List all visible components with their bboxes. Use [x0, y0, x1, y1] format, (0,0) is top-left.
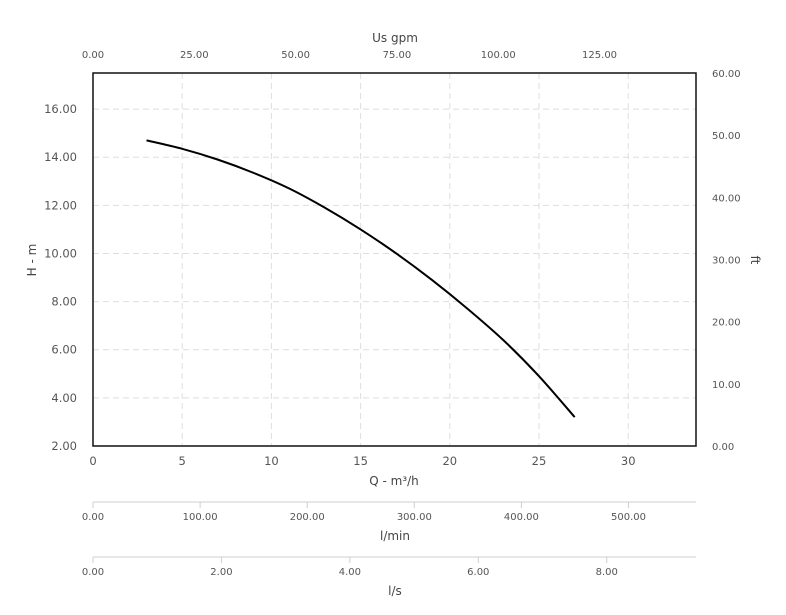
x-axis-title: Q - m³/h	[369, 474, 419, 488]
y-tick-label: 14.00	[44, 150, 77, 164]
right-axis-title: ft	[748, 256, 762, 265]
y-tick-label: 4.00	[51, 391, 77, 405]
lmin-axis-title: l/min	[380, 529, 410, 543]
grid-layer	[93, 73, 696, 446]
top-axis-title: Us gpm	[372, 31, 418, 45]
right-tick-label: 0.00	[712, 442, 734, 453]
y-axis-title: H - m	[25, 244, 39, 277]
top-tick-label: 75.00	[383, 50, 412, 61]
right-tick-label: 60.00	[712, 69, 741, 80]
pump-curve-line	[146, 139, 576, 418]
top-axis-ticks: 0.00 25.00 50.00 75.00 100.00 125.00	[82, 50, 617, 61]
top-tick-label: 125.00	[582, 50, 617, 61]
right-tick-label: 10.00	[712, 380, 741, 391]
right-tick-label: 20.00	[712, 318, 741, 329]
right-tick-label: 30.00	[712, 256, 741, 267]
right-axis-ticks: 0.00 10.00 20.00 30.00 40.00 50.00 60.00	[712, 69, 741, 453]
y-tick-label: 6.00	[51, 343, 77, 357]
y-tick-label: 2.00	[51, 439, 77, 453]
ls-axis-title: l/s	[388, 584, 402, 598]
top-tick-label: 50.00	[281, 50, 310, 61]
ls-tick-label: 2.00	[210, 567, 232, 578]
right-tick-label: 40.00	[712, 193, 741, 204]
lmin-tick-label: 0.00	[82, 512, 104, 523]
curve-layer	[146, 139, 576, 418]
ls-tick-label: 4.00	[339, 567, 361, 578]
ls-tick-label: 6.00	[467, 567, 489, 578]
y-axis-ticks: 2.00 4.00 6.00 8.00 10.00 12.00 14.00 16.00	[44, 102, 77, 453]
x-tick-label: 0	[89, 454, 96, 468]
x-tick-label: 30	[621, 454, 636, 468]
right-tick-label: 50.00	[712, 131, 741, 142]
lmin-tick-label: 300.00	[397, 512, 432, 523]
x-tick-label: 25	[532, 454, 547, 468]
x-tick-label: 10	[264, 454, 279, 468]
top-tick-label: 25.00	[180, 50, 209, 61]
lmin-axis: 0.00 100.00 200.00 300.00 400.00 500.00	[82, 501, 696, 523]
x-axis-ticks: 0 5 10 15 20 25 30	[89, 454, 635, 468]
y-tick-label: 12.00	[44, 198, 77, 212]
lmin-tick-label: 100.00	[183, 512, 218, 523]
ls-tick-label: 0.00	[82, 567, 104, 578]
y-tick-label: 8.00	[51, 295, 77, 309]
x-tick-label: 20	[442, 454, 457, 468]
lmin-tick-label: 400.00	[504, 512, 539, 523]
y-tick-label: 16.00	[44, 102, 77, 116]
top-tick-label: 0.00	[82, 50, 104, 61]
y-tick-label: 10.00	[44, 246, 77, 260]
ls-tick-label: 8.00	[596, 567, 618, 578]
plot-frame	[92, 72, 697, 447]
lmin-tick-label: 500.00	[611, 512, 646, 523]
x-tick-label: 5	[179, 454, 186, 468]
lmin-tick-label: 200.00	[290, 512, 325, 523]
top-tick-label: 100.00	[481, 50, 516, 61]
ls-axis: 0.00 2.00 4.00 6.00 8.00	[82, 556, 696, 578]
x-tick-label: 15	[353, 454, 368, 468]
